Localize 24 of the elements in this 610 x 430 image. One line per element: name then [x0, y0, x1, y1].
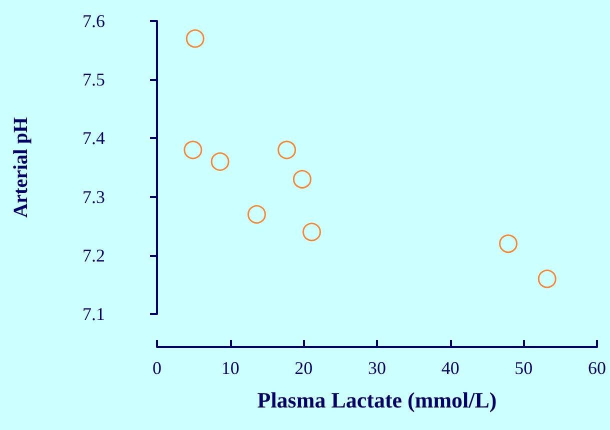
y-tick-label: 7.4: [82, 128, 105, 148]
x-tick-label: 30: [368, 358, 386, 378]
point: [210, 152, 230, 171]
x-tick-label: 0: [152, 358, 162, 378]
y-tick-label: 7.2: [82, 245, 105, 266]
y-tick-label: 7.5: [82, 70, 105, 90]
x-tick-label: 20: [294, 358, 313, 378]
point: [538, 270, 556, 288]
x-tick-label: 50: [514, 358, 533, 378]
y-axis-title: Arterial pH: [10, 116, 32, 218]
point: [499, 234, 518, 253]
x-tick-label: 40: [441, 358, 460, 378]
y-tick-label: 7.3: [82, 186, 105, 207]
point: [184, 140, 202, 160]
y-tick-label: 7.1: [82, 304, 105, 324]
point: [292, 170, 312, 188]
x-tick-label: 60: [588, 358, 606, 378]
point: [248, 205, 266, 224]
x-tick-label: 10: [221, 358, 240, 378]
point: [302, 222, 321, 242]
x-axis-title: Plasma Lactate (mmol/L): [257, 388, 497, 412]
point: [278, 140, 296, 160]
y-tick-label: 7.6: [82, 11, 105, 31]
point: [186, 29, 204, 48]
